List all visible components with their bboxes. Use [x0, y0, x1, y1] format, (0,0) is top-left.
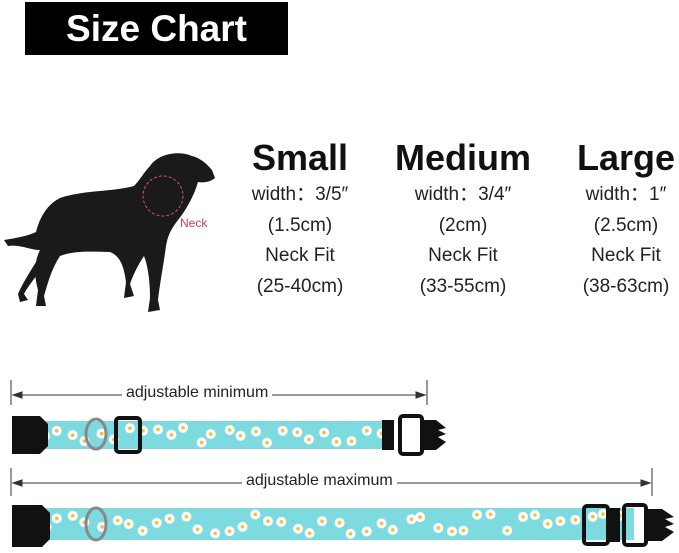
- size-name: Medium: [394, 137, 531, 178]
- daisy-icon: [277, 425, 288, 436]
- daisy-icon: [224, 425, 235, 436]
- daisy-icon: [361, 526, 372, 537]
- daisy-icon: [331, 436, 342, 447]
- neck-fit-label: Neck Fit: [265, 245, 335, 266]
- daisy-icon: [334, 517, 345, 528]
- daisy-icon: [251, 426, 262, 437]
- neck-fit-range: (25-40cm): [256, 275, 344, 297]
- daisy-icon: [224, 526, 235, 537]
- daisy-icon: [205, 429, 216, 440]
- daisy-icon: [192, 524, 203, 535]
- daisy-icon: [137, 525, 148, 536]
- daisy-icon: [303, 434, 314, 445]
- daisy-icon: [555, 516, 566, 527]
- daisy-icon: [415, 512, 426, 523]
- keeper-icon: [610, 508, 620, 542]
- daisy-icon: [485, 509, 496, 520]
- daisy-icon: [67, 510, 78, 521]
- daisy-icon: [387, 524, 398, 535]
- daisy-icon: [502, 525, 513, 536]
- daisy-icon: [529, 510, 540, 521]
- daisy-icon: [123, 518, 134, 529]
- neck-marker: [142, 175, 184, 217]
- adjustable-minimum-label: adjustable minimum: [122, 384, 273, 402]
- daisy-icon: [153, 424, 164, 435]
- daisy-icon: [235, 430, 246, 441]
- daisy-icon: [518, 511, 529, 522]
- daisy-icon: [166, 429, 177, 440]
- title-banner: Size Chart: [25, 2, 288, 55]
- daisy-icon: [196, 437, 207, 448]
- adjustable-maximum-label: adjustable maximum: [242, 472, 397, 490]
- daisy-icon: [237, 521, 248, 532]
- daisy-icon: [597, 509, 608, 520]
- slider-icon: [582, 504, 610, 546]
- size-small: Small width：3/5″ (1.5cm) Neck Fit (25-40…: [215, 136, 385, 302]
- daisy-icon: [178, 422, 189, 433]
- daisy-icon: [346, 436, 357, 447]
- daisy-icon: [51, 425, 62, 436]
- size-large: Large width：1″ (2.5cm) Neck Fit (38-63cm…: [541, 136, 679, 302]
- d-ring-icon: [84, 417, 108, 451]
- daisy-icon: [181, 511, 192, 522]
- size-width-cm: (2.5cm): [593, 214, 659, 236]
- daisy-icon: [112, 515, 123, 526]
- daisy-icon: [304, 528, 315, 539]
- title: Size Chart: [66, 8, 247, 49]
- collar-maximum: [12, 503, 674, 547]
- daisy-icon: [96, 428, 107, 439]
- neck-fit-range: (38-63cm): [582, 275, 670, 297]
- daisy-icon: [67, 430, 78, 441]
- size-medium: Medium width：3/4″ (2cm) Neck Fit (33-55c…: [378, 136, 548, 302]
- buckle-male-icon: [646, 509, 674, 541]
- dog-silhouette-icon: [4, 153, 215, 312]
- daisy-icon: [317, 516, 328, 527]
- daisy-icon: [210, 528, 221, 539]
- size-width: width：1″: [585, 184, 667, 205]
- buckle-female-icon: [12, 505, 50, 547]
- neck-fit-label: Neck Fit: [428, 245, 498, 266]
- collar-minimum: [12, 414, 446, 456]
- buckle-female-icon: [12, 416, 48, 454]
- daisy-icon: [587, 511, 598, 522]
- size-name: Small: [251, 137, 349, 178]
- daisy-icon: [433, 522, 444, 533]
- slider-icon: [114, 416, 142, 454]
- daisy-icon: [276, 516, 287, 527]
- d-ring-icon: [84, 506, 108, 542]
- size-width-cm: (2cm): [438, 214, 488, 236]
- neck-fit-range: (33-55cm): [419, 275, 507, 297]
- daisy-icon: [124, 423, 135, 434]
- daisy-icon: [319, 427, 330, 438]
- daisy-icon: [51, 513, 62, 524]
- size-width: width：3/5″: [251, 184, 349, 205]
- keeper-icon: [382, 420, 394, 450]
- buckle-frame-icon: [398, 414, 424, 456]
- daisy-icon: [262, 516, 273, 527]
- daisy-icon: [345, 528, 356, 539]
- buckle-male-icon: [422, 420, 446, 450]
- daisy-icon: [361, 425, 372, 436]
- daisy-icon: [542, 518, 553, 529]
- daisy-icon: [164, 513, 175, 524]
- daisy-icon: [406, 514, 417, 525]
- daisy-icon: [446, 526, 457, 537]
- daisy-icon: [151, 517, 162, 528]
- daisy-icon: [250, 509, 261, 520]
- daisy-icon: [472, 509, 483, 520]
- daisy-icon: [262, 437, 273, 448]
- daisy-icon: [293, 523, 304, 534]
- daisy-icon: [376, 518, 387, 529]
- size-width: width：3/4″: [414, 184, 512, 205]
- daisy-icon: [458, 525, 469, 536]
- daisy-icon: [292, 427, 303, 438]
- neck-fit-label: Neck Fit: [591, 245, 661, 266]
- daisy-icon: [570, 514, 581, 525]
- size-width-cm: (1.5cm): [267, 214, 333, 236]
- size-name: Large: [576, 137, 676, 178]
- neck-label: Neck: [180, 216, 208, 230]
